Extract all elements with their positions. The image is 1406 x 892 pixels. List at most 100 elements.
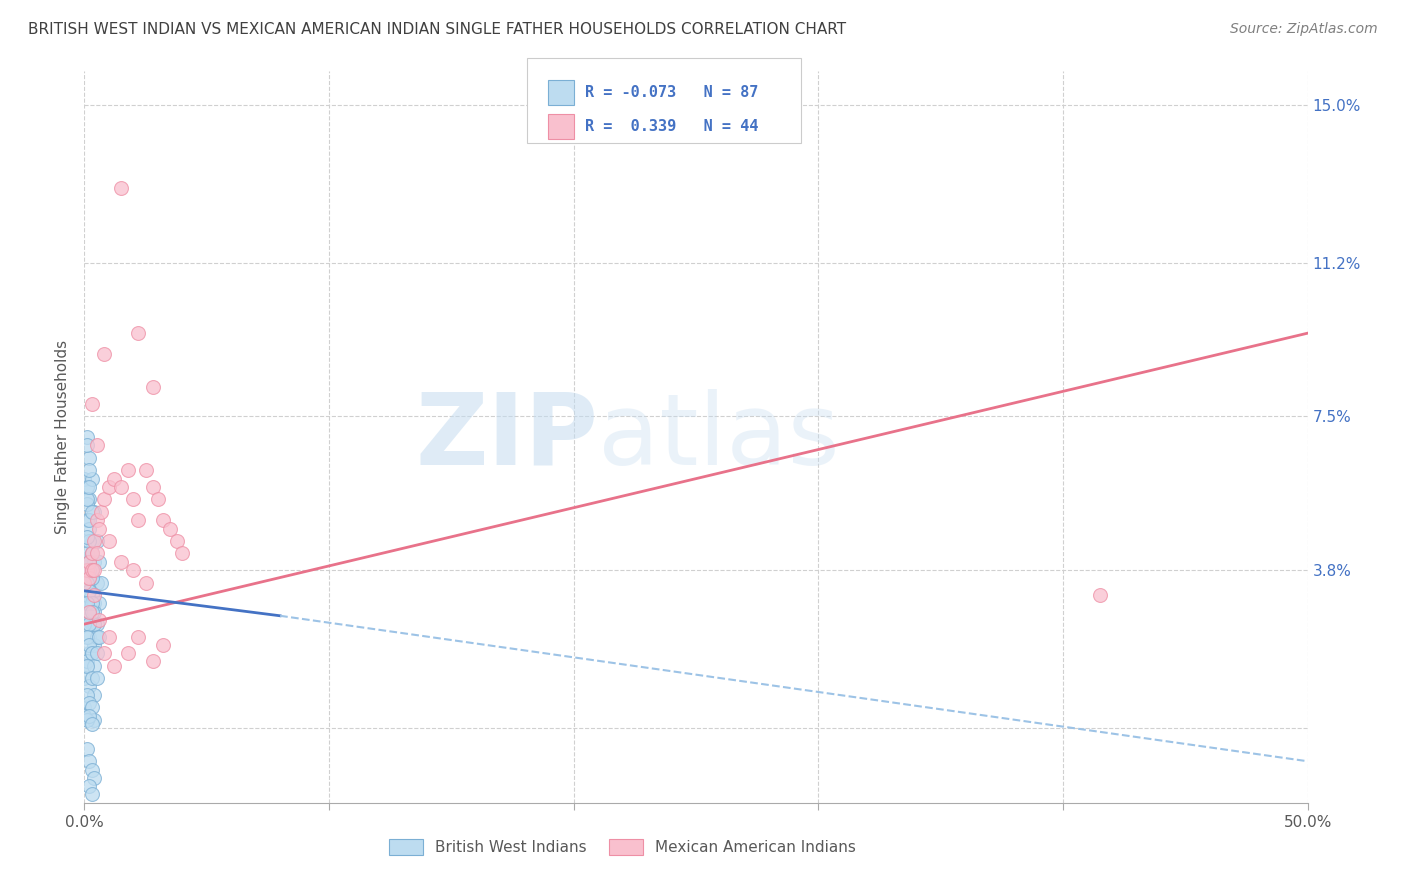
Point [73,671,96,685]
Point [76,438,98,452]
Y-axis label: Single Father Households: Single Father Households [55,340,70,534]
Point [80,546,103,560]
Point [83,555,105,569]
Point [93,492,115,507]
Point [77,521,100,535]
Point [90,505,112,519]
Point [127,326,149,341]
Point [80,533,103,548]
Point [172,546,194,560]
Point [77,480,100,494]
Point [77,646,100,660]
Point [80,563,103,577]
Point [87,613,110,627]
Point [77,638,100,652]
Point [73,596,96,610]
Point [122,492,145,507]
Point [110,180,132,194]
Point [76,513,98,527]
Point [87,555,110,569]
Point [80,546,103,560]
Point [76,658,98,673]
Point [80,505,103,519]
Point [77,708,100,723]
Text: R = -0.073   N = 87: R = -0.073 N = 87 [585,86,758,100]
Point [77,571,100,585]
Point [76,492,98,507]
Legend: British West Indians, Mexican American Indians: British West Indians, Mexican American I… [382,833,862,861]
Point [77,617,100,632]
Point [87,630,110,644]
Point [135,575,157,590]
Point [86,513,108,527]
Text: Source: ZipAtlas.com: Source: ZipAtlas.com [1230,22,1378,37]
Point [87,596,110,610]
Point [86,438,108,452]
Point [77,555,100,569]
Point [103,472,125,486]
Point [87,521,110,535]
Point [90,575,112,590]
Text: ZIP: ZIP [415,389,598,485]
Point [77,555,100,569]
Point [73,708,96,723]
Point [135,463,157,477]
Point [97,533,120,548]
Point [83,688,105,702]
Point [83,505,105,519]
Point [83,638,105,652]
Point [77,463,100,477]
Point [93,347,115,361]
Point [83,771,105,785]
Point [117,463,139,477]
Point [77,583,100,598]
Point [83,588,105,602]
Point [73,472,96,486]
Point [86,671,108,685]
Point [80,596,103,610]
Point [80,671,103,685]
Point [76,480,98,494]
Point [80,763,103,777]
Point [97,480,120,494]
Point [146,492,169,507]
Point [77,533,100,548]
Point [77,754,100,768]
Point [127,630,149,644]
Point [80,788,103,802]
Point [142,655,165,669]
Point [77,492,100,507]
Point [93,646,115,660]
Text: atlas: atlas [598,389,839,485]
Point [103,658,125,673]
Point [77,450,100,465]
Text: BRITISH WEST INDIAN VS MEXICAN AMERICAN INDIAN SINGLE FATHER HOUSEHOLDS CORRELAT: BRITISH WEST INDIAN VS MEXICAN AMERICAN … [28,22,846,37]
Point [77,605,100,619]
Text: R =  0.339   N = 44: R = 0.339 N = 44 [585,120,758,135]
Point [76,563,98,577]
Point [83,605,105,619]
Point [76,596,98,610]
Point [76,430,98,444]
Point [86,533,108,548]
Point [76,688,98,702]
Point [77,680,100,694]
Point [83,596,105,610]
Point [80,563,103,577]
Point [110,555,132,569]
Point [77,630,100,644]
Point [80,700,103,714]
Point [142,380,165,394]
Point [166,533,188,548]
Point [80,563,103,577]
Point [97,630,120,644]
Point [73,563,96,577]
Point [73,700,96,714]
Point [80,646,103,660]
Point [73,658,96,673]
Point [80,397,103,411]
Point [73,617,96,632]
Point [76,588,98,602]
Point [77,563,100,577]
Point [122,563,145,577]
